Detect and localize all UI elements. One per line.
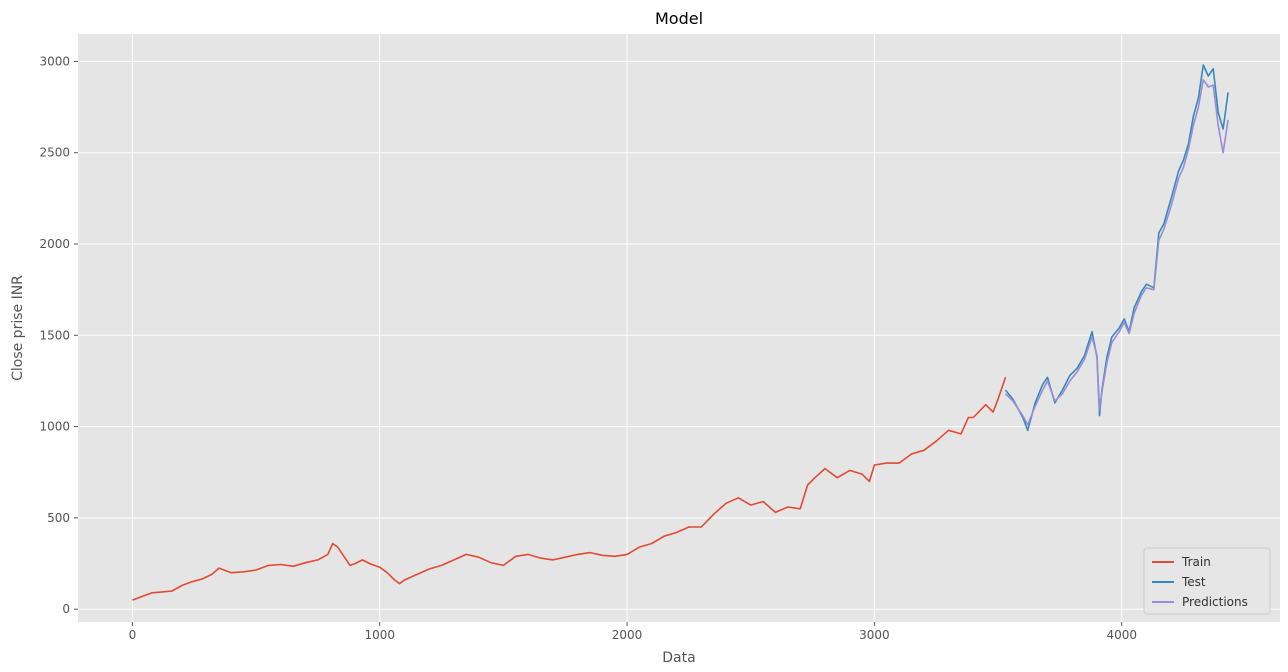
series-layer <box>132 64 1229 601</box>
y-tick-label: 1500 <box>39 328 70 342</box>
x-tick-label: 2000 <box>612 628 643 642</box>
legend-label-test: Test <box>1181 575 1206 589</box>
y-tick-label: 500 <box>47 511 70 525</box>
y-tick-label: 0 <box>62 602 70 616</box>
series-line-train <box>132 377 1007 601</box>
legend: Train Test Predictions <box>1143 547 1271 615</box>
x-tick-label: 3000 <box>859 628 890 642</box>
y-axis-ticks: 0 500 1000 1500 2000 2500 3000 <box>39 54 78 616</box>
plot-area <box>78 34 1280 622</box>
y-tick-label: 2500 <box>39 146 70 160</box>
y-tick-label: 1000 <box>39 420 70 434</box>
y-tick-label: 3000 <box>39 54 70 68</box>
x-axis-ticks: 0 1000 2000 3000 4000 <box>129 622 1137 642</box>
x-tick-label: 4000 <box>1106 628 1137 642</box>
legend-label-train: Train <box>1181 555 1211 569</box>
y-axis-label: Close prise INR <box>10 275 26 381</box>
x-tick-label: 1000 <box>364 628 395 642</box>
legend-box <box>1143 547 1271 615</box>
x-axis-label: Data <box>662 650 695 666</box>
y-tick-label: 2000 <box>39 237 70 251</box>
legend-label-predictions: Predictions <box>1182 595 1248 609</box>
chart-title: Model <box>655 9 703 28</box>
x-tick-label: 0 <box>129 628 137 642</box>
series-line-predictions <box>1004 78 1229 426</box>
